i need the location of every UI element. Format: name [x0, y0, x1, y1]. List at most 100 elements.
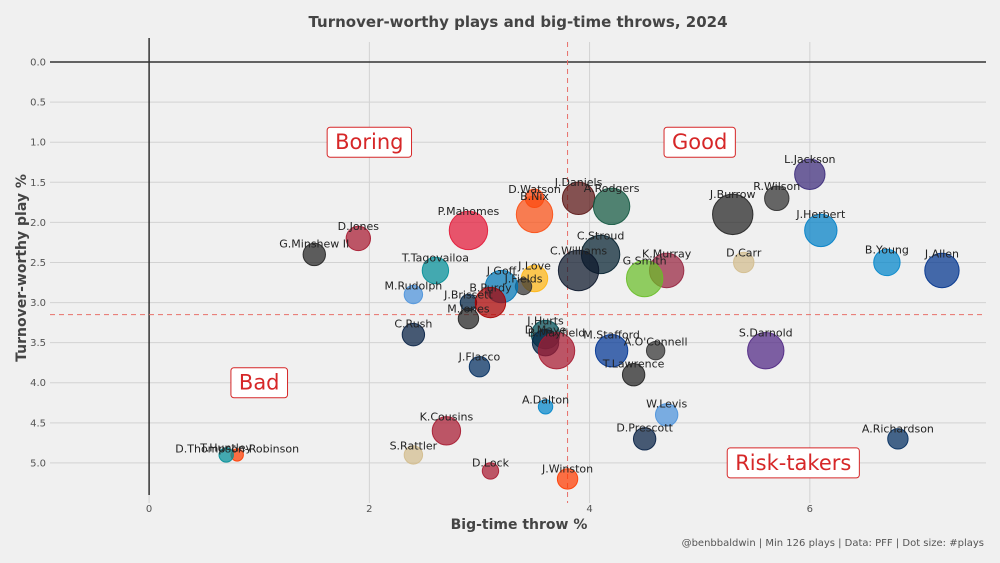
point-label: J.Love [517, 259, 551, 272]
data-point [632, 427, 657, 451]
data-point [468, 356, 491, 378]
y-tick-label: 4.0 [30, 378, 46, 389]
x-axis-label: Big-time throw % [451, 517, 588, 533]
point-label: T.Tagovailoa [401, 251, 469, 264]
y-tick-label: 0.0 [30, 58, 46, 69]
quadrant-label-box [230, 367, 289, 399]
point-label: J.Goff [486, 264, 517, 277]
point-label: K.Murray [642, 247, 692, 260]
data-point [431, 416, 462, 446]
quadrant-label-text: Risk-takers [735, 451, 851, 475]
quadrant-label: Risk-takers [726, 447, 860, 479]
point-label: D.Maye [525, 323, 567, 336]
point-label: S.Rattler [390, 440, 438, 453]
chart-title: Turnover-worthy plays and big-time throw… [308, 13, 727, 31]
data-point [302, 242, 326, 267]
data-point [747, 331, 785, 370]
quadrant-label-text: Boring [335, 130, 403, 154]
quadrant-label: Good [663, 126, 736, 158]
point-label: M.Jones [447, 302, 490, 315]
data-point [537, 331, 576, 370]
y-tick-label: 0.5 [30, 98, 46, 109]
data-point [873, 248, 901, 277]
data-point [537, 399, 554, 415]
data-point [474, 286, 507, 319]
point-label: B.Purdy [469, 281, 512, 294]
quadrant-label-box [326, 126, 413, 158]
x-tick-label: 4 [586, 504, 592, 515]
y-tick-label: 1.0 [30, 138, 46, 149]
data-point [481, 462, 500, 480]
point-label: C.Rush [394, 317, 432, 330]
data-point [401, 322, 426, 347]
y-axis-label: Turnover-worthy play % [14, 174, 30, 362]
point-label: P.Mahomes [438, 205, 500, 218]
data-point [764, 185, 790, 212]
data-point [621, 363, 646, 387]
point-label: B.Young [865, 243, 909, 256]
y-tick-label: 2.5 [30, 258, 46, 269]
point-label: D.Prescott [616, 422, 673, 435]
data-point [654, 403, 679, 427]
quadrant-label-text: Good [672, 130, 727, 154]
point-label: J.Fields [504, 272, 543, 285]
point-label: G.Minshew II [279, 237, 349, 250]
point-label: L.Jackson [784, 153, 835, 166]
point-label: J.Flacco [458, 351, 501, 364]
x-tick-label: 0 [146, 504, 152, 515]
axes: 0.0 0.5 1.0 1.5 2.0 2.5 3.0 3.5 4.0 4.5 5.0 0 2 4 6 [30, 38, 986, 515]
data-points [218, 158, 960, 490]
x-tick-label: 2 [366, 504, 372, 515]
point-label: J.Brissett [443, 288, 493, 301]
quadrant-labels: Boring Good Bad Risk-takers [230, 126, 860, 479]
point-label: B.Nix [520, 190, 549, 203]
data-point [804, 213, 838, 248]
data-point [421, 256, 450, 285]
data-point [733, 251, 755, 274]
data-point [592, 187, 631, 226]
point-label: C.Stroud [577, 229, 624, 242]
data-point [457, 307, 480, 330]
data-point [794, 158, 826, 190]
point-label: G.Smith [623, 254, 667, 267]
point-label: K.Cousins [420, 411, 474, 424]
point-label: A.Rodgers [584, 182, 640, 195]
point-label: T.Huntley [199, 442, 252, 455]
point-label: M.Rudolph [384, 279, 442, 292]
data-point [515, 195, 554, 234]
quadrant-label: Boring [326, 126, 413, 158]
point-label: A.Richardson [862, 423, 934, 436]
caption: @benbbaldwin | Min 126 plays | Data: PFF… [682, 538, 984, 549]
point-label: S.Darnold [739, 326, 793, 339]
point-label: J.Daniels [554, 176, 603, 189]
point-label: M.Stafford [583, 328, 640, 341]
point-label: D.Thompson-Robinson [175, 443, 299, 456]
point-label: D.Lock [472, 457, 510, 470]
y-tick-label: 4.5 [30, 418, 46, 429]
point-label: D.Carr [726, 246, 762, 259]
quadrant-label: Bad [230, 367, 289, 399]
data-point [403, 445, 424, 465]
point-label: J.Burrow [709, 188, 756, 201]
data-point [556, 468, 579, 490]
data-point [645, 340, 666, 361]
data-point [557, 249, 600, 292]
quadrant-label-box [726, 447, 860, 479]
y-tick-label: 3.0 [30, 298, 46, 309]
quadrant-label-box [663, 126, 736, 158]
y-tick-label: 3.5 [30, 338, 46, 349]
data-point [924, 252, 960, 289]
point-label: J.Winston [541, 463, 593, 476]
point-label: R.Wilson [753, 180, 800, 193]
point-label: C.Williams [550, 244, 607, 257]
point-label: T.Lawrence [602, 358, 665, 371]
point-label: J.Herbert [795, 208, 846, 221]
data-point [625, 259, 664, 298]
data-point [594, 333, 629, 368]
point-label: A.O'Connell [624, 335, 688, 348]
data-point [403, 284, 424, 305]
data-point [218, 447, 234, 463]
point-label: B.Mayfield [528, 326, 586, 339]
data-point [345, 225, 372, 252]
